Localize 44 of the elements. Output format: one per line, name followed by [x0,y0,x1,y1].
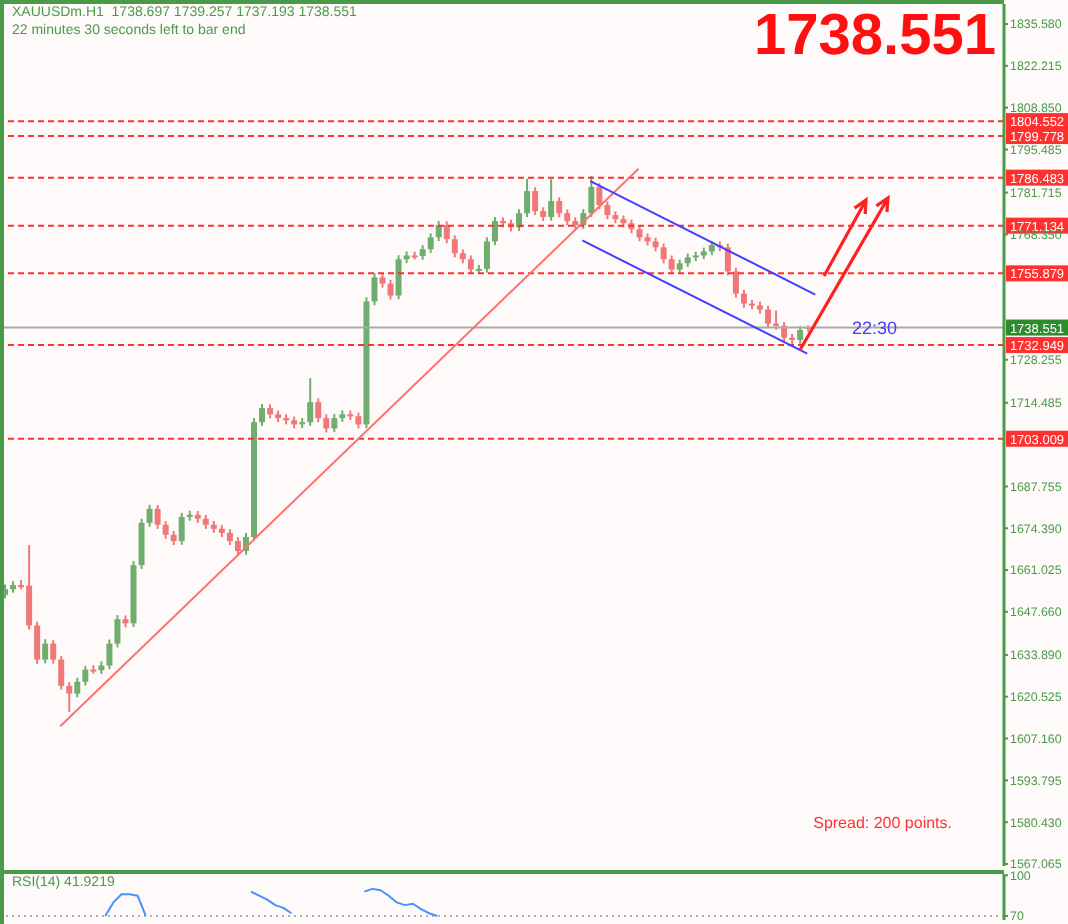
candlestick [773,309,780,331]
candlestick [66,681,73,713]
candlestick [323,413,330,434]
candlestick [443,220,450,245]
candlestick [42,638,49,665]
candlestick [556,196,563,219]
candlestick [668,254,675,275]
candlestick [596,182,603,211]
annotation: 22:30 [852,318,898,338]
candlestick [146,503,153,528]
candlestick [588,175,595,218]
candlestick [331,413,338,434]
candlestick [114,614,121,649]
candlestick [154,504,161,530]
candlestick [524,177,531,218]
candlestick [315,397,322,424]
candlestick [58,655,65,691]
annotation: 1738.551 [754,4,996,70]
candlestick [371,272,378,307]
candlestick [724,242,731,277]
candlestick [138,517,145,570]
candlestick [660,242,667,265]
candlestick [483,236,490,274]
candlestick [26,544,33,631]
candlestick [491,216,498,247]
candlestick [74,676,81,699]
candlestick [548,178,555,222]
candlestick [387,278,394,301]
candlestick [50,639,57,665]
candlestick [34,620,41,665]
candlestick [307,377,314,427]
annotation: Spread: 200 points. [813,814,952,832]
candlestick [732,266,739,299]
candlestick [178,511,185,546]
candlestick [765,304,772,329]
candlestick [467,254,474,275]
candlestick [395,254,402,301]
candlestick [259,403,266,427]
candlestick [106,638,113,671]
candlestick [427,232,434,254]
candlestick [82,664,89,687]
candlestick [451,234,458,259]
candlestick [516,208,523,233]
candlestick [532,186,539,217]
